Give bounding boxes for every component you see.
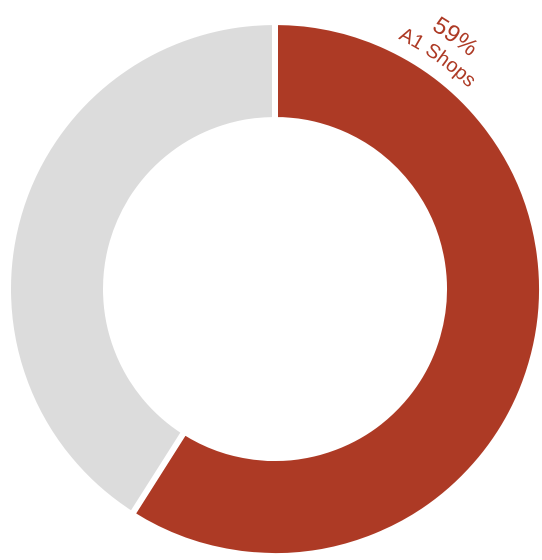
donut-segment bbox=[5, 18, 278, 519]
category-label: Other Uses bbox=[0, 0, 8, 5]
category-label-text: Other Uses bbox=[0, 0, 8, 5]
donut-segment bbox=[127, 18, 542, 559]
